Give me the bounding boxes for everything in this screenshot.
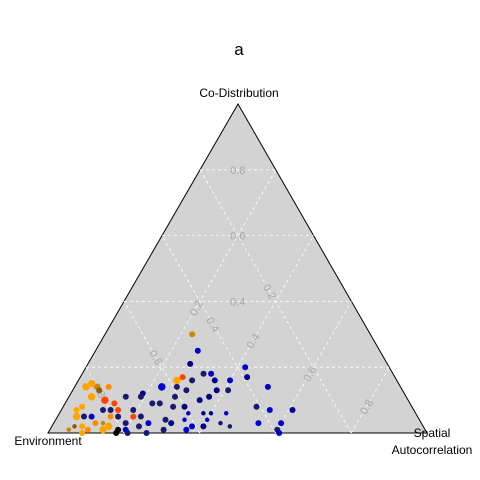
data-point	[187, 361, 193, 367]
data-point	[145, 420, 151, 426]
data-point	[276, 430, 282, 436]
data-point	[183, 387, 189, 393]
data-point	[123, 420, 129, 426]
data-point	[96, 387, 102, 393]
data-point	[111, 400, 117, 406]
data-point	[92, 420, 98, 426]
data-point	[72, 424, 77, 429]
data-point	[183, 427, 189, 433]
data-point	[168, 420, 174, 426]
data-point	[182, 404, 188, 410]
data-point	[214, 387, 220, 393]
data-point	[161, 427, 167, 433]
data-point	[144, 430, 150, 436]
data-point	[254, 404, 260, 410]
data-point	[208, 371, 214, 377]
vertex-label-co-distribution: Co-Distribution	[199, 86, 278, 100]
data-point	[189, 331, 195, 337]
data-point	[130, 407, 136, 413]
data-point	[173, 377, 181, 385]
vertex-label-autocorrelation: Autocorrelation	[392, 443, 473, 457]
data-point	[138, 414, 144, 420]
ternary-plot-area	[48, 104, 427, 433]
data-point	[170, 404, 176, 410]
data-point	[115, 407, 121, 413]
data-point	[130, 414, 136, 420]
data-point	[79, 404, 85, 410]
data-point	[265, 384, 271, 390]
data-point	[89, 414, 95, 420]
data-point	[189, 377, 195, 383]
data-point	[79, 423, 85, 429]
data-point	[201, 371, 207, 377]
data-point	[125, 430, 131, 436]
data-point	[180, 374, 186, 380]
data-point	[85, 427, 91, 433]
data-point	[242, 364, 248, 370]
data-point	[123, 394, 129, 400]
data-point	[255, 420, 261, 426]
chart-title: a	[234, 40, 244, 59]
data-point	[99, 426, 107, 434]
data-point	[73, 413, 81, 421]
data-point	[172, 394, 178, 400]
data-point	[244, 374, 250, 380]
data-point	[228, 424, 233, 429]
data-point	[201, 411, 206, 416]
data-point	[182, 418, 187, 423]
tick-label-co-distribution: 0.4	[230, 296, 245, 308]
data-point	[227, 377, 233, 383]
data-point	[88, 393, 96, 401]
data-point	[108, 407, 114, 413]
data-point	[158, 383, 166, 391]
data-point	[163, 417, 169, 423]
data-point	[82, 383, 90, 391]
data-point	[101, 396, 109, 404]
data-point	[206, 394, 212, 400]
data-point	[100, 407, 106, 413]
data-point	[74, 407, 80, 413]
data-point	[200, 423, 206, 429]
data-point	[209, 411, 214, 416]
data-point	[278, 420, 284, 426]
data-point	[205, 418, 210, 423]
data-point	[115, 414, 121, 420]
data-point	[186, 411, 191, 416]
data-point	[67, 427, 72, 432]
data-point	[218, 421, 223, 426]
tick-label-co-distribution: 0.6	[230, 231, 245, 243]
data-point	[81, 414, 87, 420]
data-point	[108, 414, 114, 420]
data-point	[106, 384, 112, 390]
data-point	[174, 384, 180, 390]
vertex-label-environment: Environment	[14, 434, 82, 448]
data-point	[195, 348, 201, 354]
data-point	[136, 423, 142, 429]
data-point	[224, 411, 229, 416]
data-point	[157, 400, 163, 406]
data-point	[189, 423, 195, 429]
data-point	[267, 407, 273, 413]
data-point	[290, 407, 296, 413]
data-point	[212, 377, 218, 383]
data-point	[149, 400, 155, 406]
tick-label-co-distribution: 0.8	[230, 165, 245, 177]
data-point	[197, 397, 203, 403]
data-point	[113, 430, 119, 436]
vertex-label-spatial: Spatial	[414, 426, 451, 440]
data-point	[225, 387, 231, 393]
data-point	[101, 421, 106, 426]
data-point	[138, 394, 144, 400]
